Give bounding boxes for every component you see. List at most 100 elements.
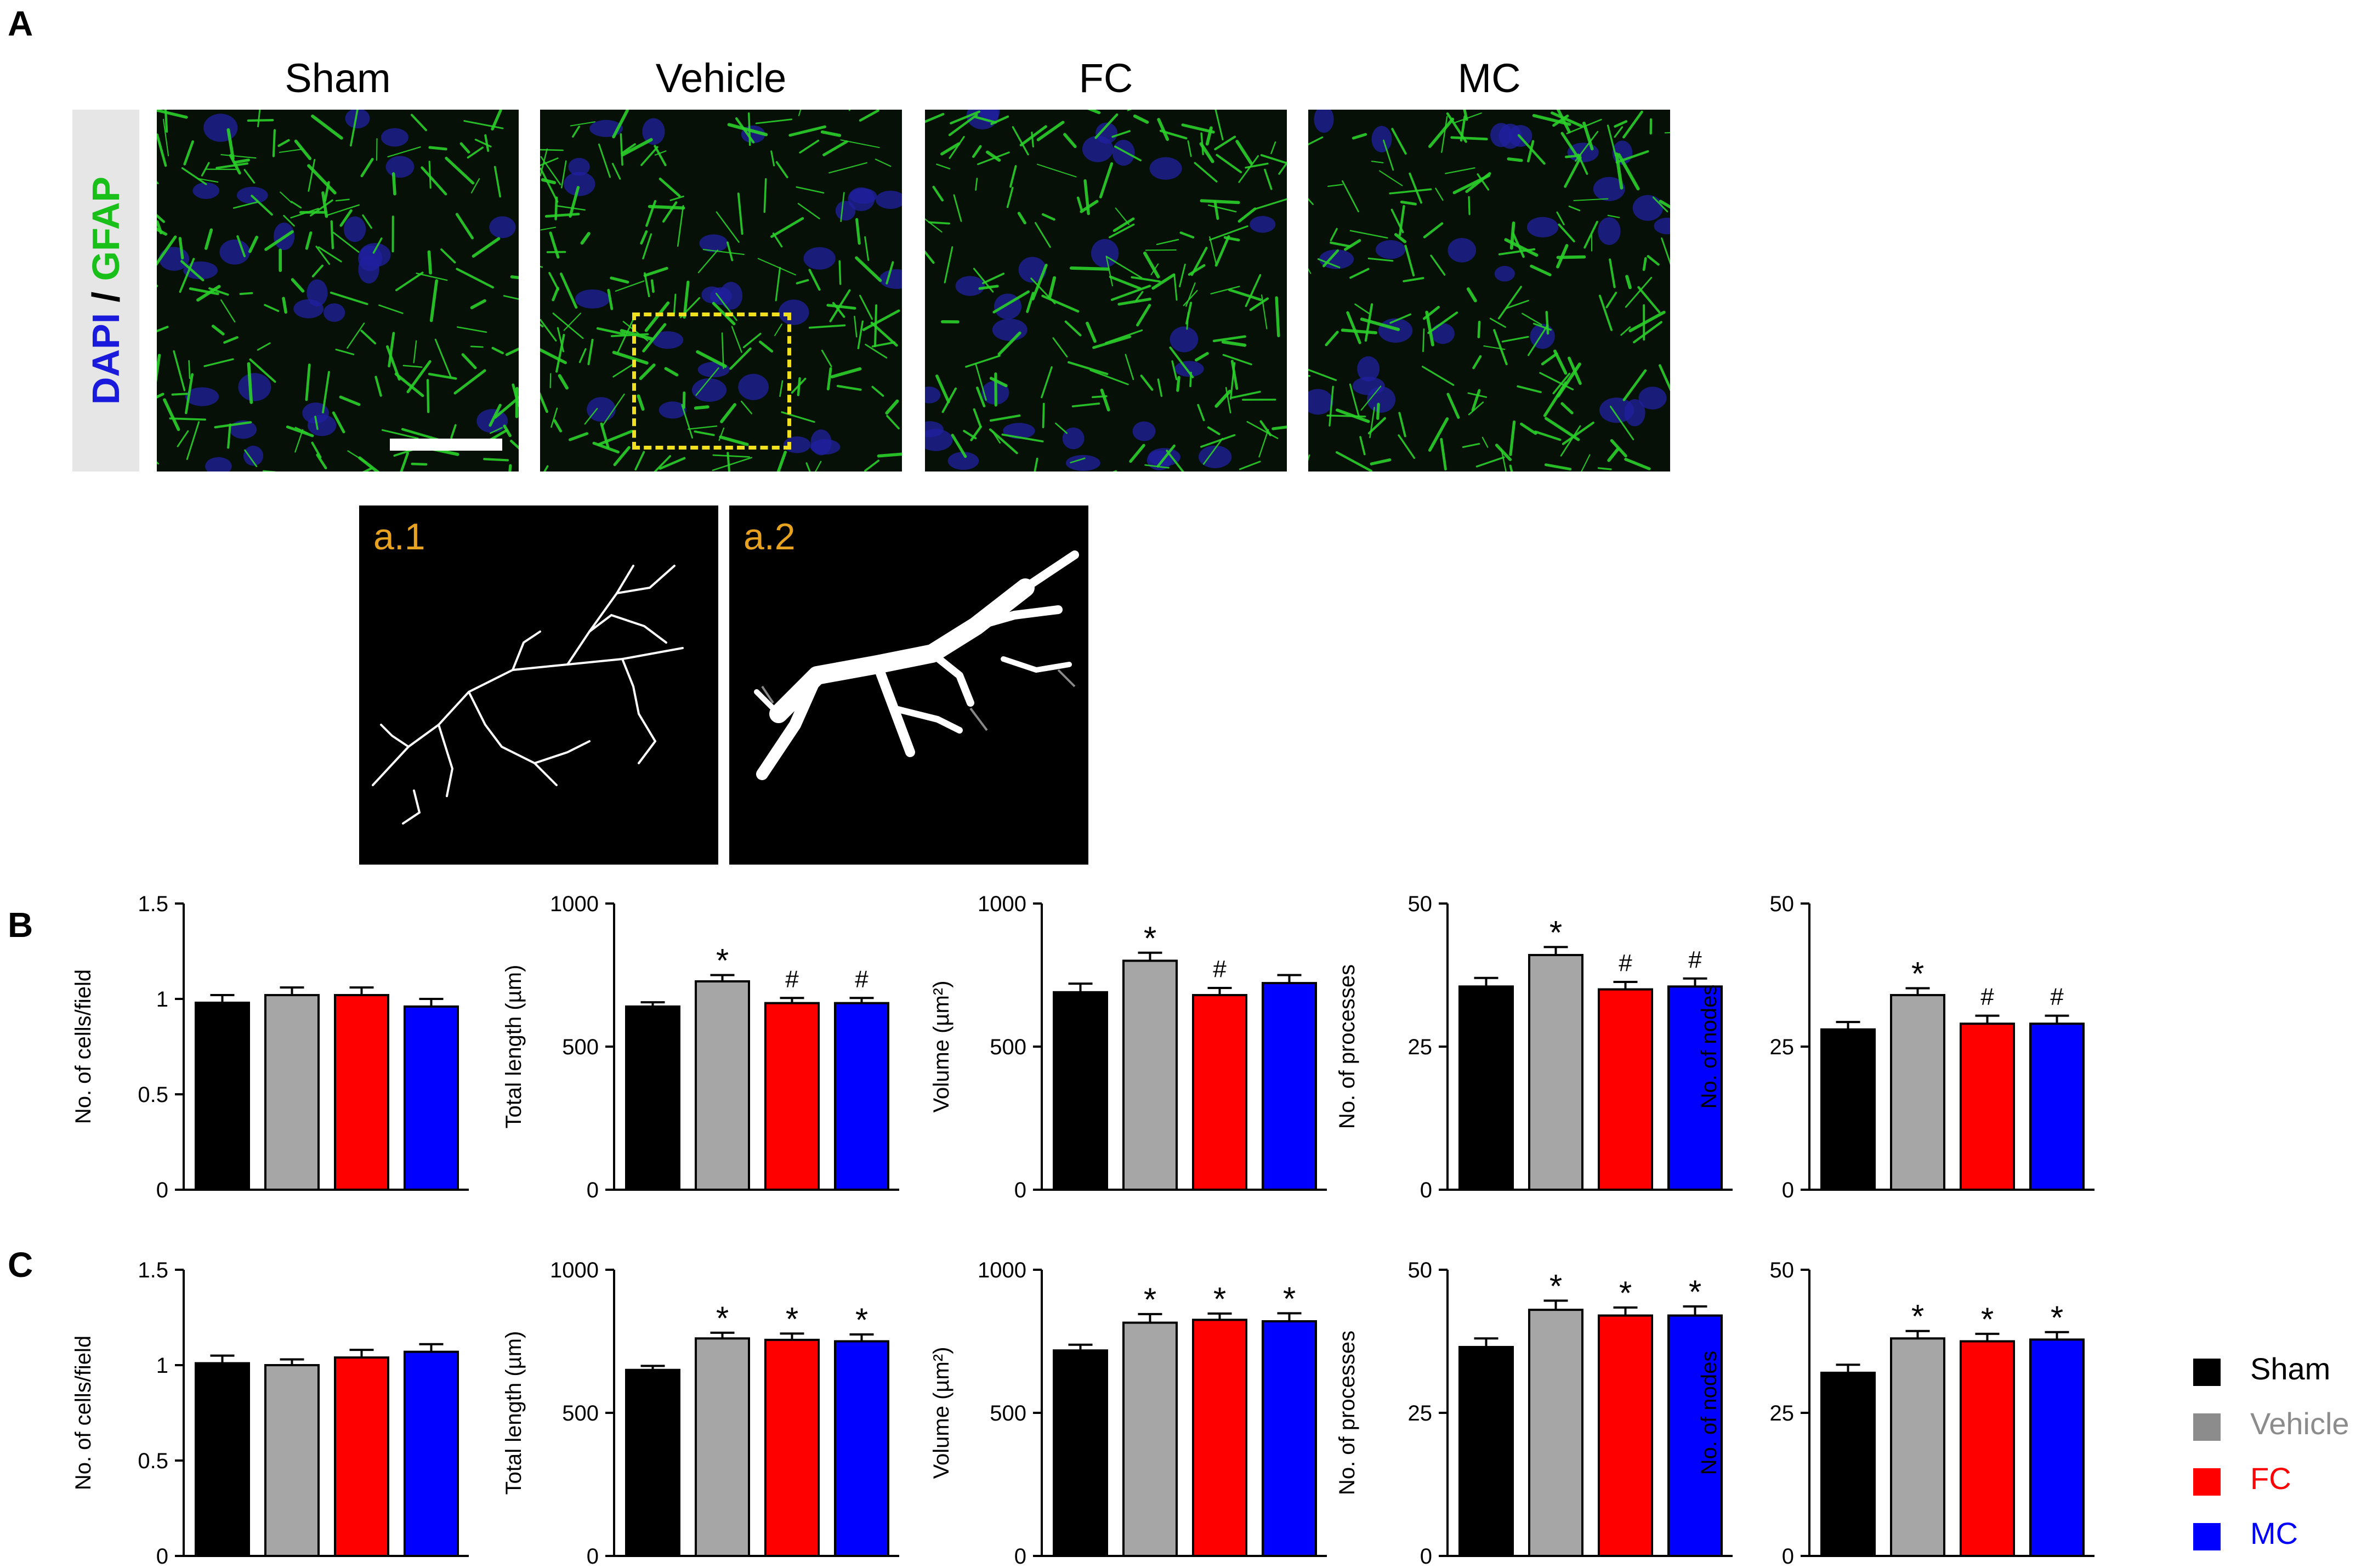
- astrocyte-process: [540, 319, 557, 342]
- astrocyte-process: [308, 158, 316, 192]
- astrocyte-process: [936, 163, 951, 169]
- bar-vehicle: [264, 994, 320, 1191]
- astrocyte-process: [1238, 207, 1257, 223]
- astrocyte-process: [1562, 421, 1594, 445]
- astrocyte-process: [1216, 154, 1242, 173]
- astrocyte-process: [428, 161, 432, 189]
- bar-fc: [1192, 1319, 1247, 1558]
- astrocyte-process: [1346, 311, 1361, 344]
- astrocyte-process: [360, 157, 374, 178]
- astrocyte-process: [239, 292, 253, 296]
- astrocyte-process: [694, 405, 709, 410]
- astrocyte-process: [311, 264, 323, 277]
- astrocyte-process: [552, 313, 584, 339]
- astrocyte-process: [505, 347, 519, 356]
- legend-swatch-mc: [2193, 1523, 2221, 1550]
- astrocyte-process: [1071, 402, 1100, 408]
- astrocyte-process: [1556, 244, 1569, 269]
- astrocyte-process: [339, 209, 353, 227]
- nucleus: [1319, 249, 1354, 269]
- astrocyte-process: [322, 371, 330, 414]
- astrocyte-process: [1209, 236, 1217, 265]
- nucleus: [1174, 361, 1204, 377]
- astrocyte-process: [1481, 436, 1489, 448]
- significance-mark-vehicle: *: [1144, 1281, 1156, 1318]
- astrocyte-process: [372, 237, 383, 254]
- astrocyte-process: [1179, 231, 1195, 239]
- astrocyte-process: [775, 266, 781, 302]
- astrocyte-process: [1209, 225, 1248, 241]
- astrocyte-process: [620, 329, 654, 341]
- astrocyte-process: [788, 125, 826, 137]
- astrocyte-process: [1076, 196, 1083, 211]
- y-tick-label: 25: [1770, 1401, 1795, 1425]
- bar-mc: [834, 1340, 889, 1557]
- astrocyte-process: [975, 363, 987, 401]
- astrocyte-process: [1117, 298, 1151, 306]
- astrocyte-process: [1500, 448, 1507, 471]
- astrocyte-process: [1527, 324, 1549, 356]
- astrocyte-process: [552, 287, 559, 302]
- astrocyte-process: [1197, 404, 1205, 422]
- astrocyte-process: [779, 380, 784, 397]
- significance-mark-vehicle: *: [716, 942, 729, 979]
- astrocyte-process: [822, 140, 848, 157]
- bar-sham: [1820, 1371, 1876, 1557]
- astrocyte-process: [157, 133, 167, 167]
- astrocyte-process: [540, 167, 559, 203]
- chart-c-1: 0 0.5 1 1.5 No. of cells/field: [71, 1258, 469, 1568]
- astrocyte-process: [558, 374, 569, 390]
- astrocyte-process: [1278, 161, 1287, 175]
- astrocyte-process: [1200, 434, 1236, 448]
- nucleus: [307, 414, 337, 436]
- bar-sham: [195, 1362, 250, 1558]
- astrocyte-process: [1112, 217, 1135, 232]
- astrocyte-process: [989, 414, 1021, 422]
- y-tick-label: 1000: [978, 892, 1026, 916]
- astrocyte-process: [1624, 458, 1651, 470]
- astrocyte-process: [314, 416, 319, 430]
- micro-title-fc: FC: [1079, 55, 1133, 101]
- astrocyte-process: [925, 112, 945, 123]
- astrocyte-process: [1544, 463, 1572, 471]
- astrocyte-process: [1534, 430, 1562, 441]
- astrocyte-process: [1258, 429, 1269, 458]
- astrocyte-process: [1389, 188, 1432, 195]
- astrocyte-process: [1435, 188, 1444, 201]
- astrocyte-process: [1086, 321, 1097, 343]
- astrocyte-process: [1239, 461, 1261, 470]
- bar-fc: [764, 1002, 820, 1191]
- astrocyte-process: [510, 275, 519, 280]
- astrocyte-process: [965, 355, 1001, 368]
- bar-vehicle: [1890, 994, 1945, 1191]
- astrocyte-process: [1398, 434, 1416, 459]
- astrocyte-process: [1423, 222, 1444, 238]
- astrocyte-process: [755, 118, 792, 124]
- astrocyte-process: [1329, 385, 1334, 427]
- astrocyte-process: [247, 362, 253, 404]
- chart-c-4: 0 25 50 No. of processes * * *: [1335, 1258, 1733, 1568]
- astrocyte-process: [796, 279, 809, 285]
- astrocyte-process: [634, 451, 645, 471]
- astrocyte-process: [484, 134, 490, 152]
- astrocyte-process: [1194, 162, 1218, 183]
- nucleus: [243, 445, 264, 466]
- legend-swatch-vehicle: [2193, 1413, 2221, 1441]
- astrocyte-process: [1042, 402, 1045, 428]
- nucleus: [1431, 323, 1455, 344]
- significance-mark-mc: #: [2050, 984, 2064, 1010]
- astrocyte-process: [1156, 444, 1176, 468]
- astrocyte-process: [1330, 241, 1352, 248]
- astrocyte-process: [613, 446, 631, 467]
- astrocyte-process: [247, 119, 274, 122]
- astrocyte-process: [1228, 288, 1262, 302]
- astrocyte-process: [311, 441, 322, 458]
- micro-title-vehicle: Vehicle: [655, 55, 787, 101]
- astrocyte-process: [1360, 385, 1382, 411]
- nucleus: [1526, 217, 1559, 237]
- astrocyte-process: [648, 204, 685, 210]
- astrocyte-process: [572, 126, 581, 138]
- astrocyte-process: [197, 178, 219, 183]
- nucleus: [568, 158, 590, 176]
- astrocyte-process: [1462, 442, 1480, 448]
